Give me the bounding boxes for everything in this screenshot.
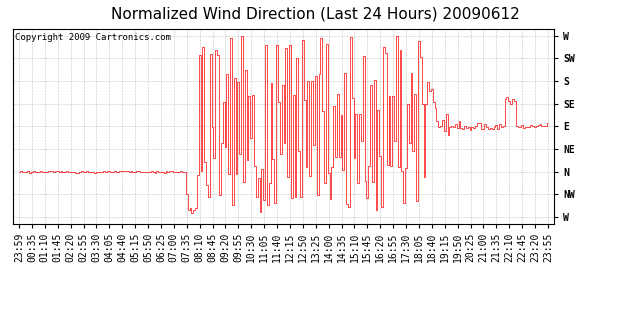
Text: Copyright 2009 Cartronics.com: Copyright 2009 Cartronics.com <box>15 33 171 42</box>
Text: Normalized Wind Direction (Last 24 Hours) 20090612: Normalized Wind Direction (Last 24 Hours… <box>111 6 519 21</box>
